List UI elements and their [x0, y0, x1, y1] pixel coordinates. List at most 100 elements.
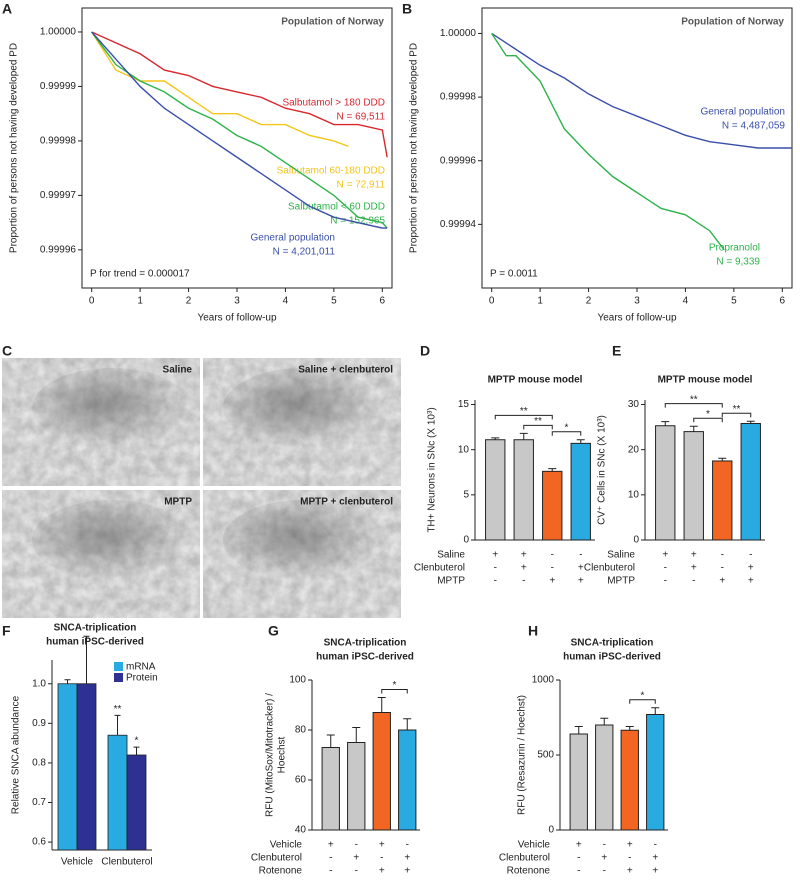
survival-line — [91, 31, 349, 148]
x-tick-label: 1 — [537, 296, 543, 307]
condition-mark: + — [521, 563, 527, 574]
error-bar — [352, 727, 361, 743]
x-tick-label: 5 — [331, 296, 337, 307]
micrograph — [2, 490, 200, 618]
condition-mark: - — [355, 840, 358, 851]
condition-mark: - — [355, 866, 358, 875]
bar — [595, 724, 614, 831]
condition-mark: + — [404, 853, 410, 864]
condition-mark: + — [521, 550, 527, 561]
y-tick-label: 40 — [295, 825, 307, 836]
condition-label: Saline — [607, 550, 635, 561]
significance-bracket — [494, 414, 553, 420]
significance-label: ** — [520, 406, 528, 417]
chart-title: human iPSC-derived — [563, 652, 661, 663]
chart-title: SNCA-triplication — [324, 638, 407, 649]
y-tick-label: 20 — [628, 444, 640, 455]
y-axis-label: Proportion of persons not having develop… — [9, 43, 20, 253]
legend-label: mRNA — [126, 662, 156, 673]
annotation: Population of Norway — [281, 17, 384, 28]
condition-label: Rotenone — [259, 866, 303, 875]
condition-mark: - — [494, 563, 497, 574]
error-bar — [114, 714, 121, 736]
y-tick-label: 1000 — [532, 675, 555, 686]
y-tick-label: 15 — [458, 399, 470, 410]
series-label: Propranolol — [709, 243, 760, 254]
condition-mark: - — [721, 550, 724, 561]
condition-mark: - — [628, 853, 631, 864]
condition-mark: + — [719, 576, 725, 587]
micrograph-region — [223, 500, 383, 580]
condition-mark: + — [662, 550, 668, 561]
condition-mark: + — [492, 550, 498, 561]
condition-mark: - — [692, 576, 695, 587]
y-tick-label: 0 — [633, 535, 639, 546]
bar — [569, 733, 588, 831]
x-axis-label: Years of follow-up — [197, 313, 277, 324]
survival-line — [91, 31, 388, 229]
bar — [76, 683, 97, 851]
series-n-label: N = 4,487,059 — [722, 121, 786, 132]
x-tick-label: Clenbuterol — [101, 857, 152, 868]
significance-label: ** — [114, 704, 122, 715]
x-tick-label: Vehicle — [61, 857, 94, 868]
significance-bracket — [693, 417, 723, 423]
y-tick-label: 500 — [537, 750, 554, 761]
condition-mark: - — [522, 576, 525, 587]
y-tick-label: 0.99997 — [40, 190, 77, 201]
bar — [646, 714, 665, 831]
condition-label: MPTP — [607, 576, 635, 587]
y-tick-label: 10 — [458, 444, 470, 455]
error-bar — [83, 635, 90, 684]
y-axis-label: Hoechst — [277, 736, 288, 773]
significance-bracket — [721, 412, 752, 418]
y-tick-label: 0.99998 — [40, 136, 77, 147]
p-value: P for trend = 0.000017 — [90, 269, 190, 280]
micrograph-region — [223, 368, 383, 448]
condition-mark: - — [654, 840, 657, 851]
panel-letter: B — [402, 1, 412, 17]
y-tick-label: 1.00000 — [440, 28, 477, 39]
condition-mark: - — [577, 853, 580, 864]
error-bar — [661, 421, 670, 426]
bar — [712, 460, 733, 541]
micrograph-label: Saline — [163, 365, 193, 376]
condition-mark: + — [748, 576, 754, 587]
x-axis-label: Years of follow-up — [597, 313, 677, 324]
bar — [513, 439, 534, 541]
series-label: Salbutamol 60-180 DDD — [277, 166, 385, 177]
y-axis-label: CV⁺ Cells in SNc (X 10³) — [597, 415, 608, 525]
micrograph — [203, 490, 401, 618]
y-tick-label: 0 — [548, 825, 554, 836]
error-bar — [576, 439, 585, 444]
y-tick-label: 100 — [289, 675, 306, 686]
series-label: General population — [700, 107, 785, 118]
micrograph-label: MPTP + clenbuterol — [300, 497, 393, 508]
legend-label: Protein — [126, 673, 158, 684]
y-tick-label: 0 — [463, 535, 469, 546]
condition-label: Saline — [437, 550, 465, 561]
series-n-label: N = 72,911 — [337, 180, 386, 191]
error-bar — [689, 425, 698, 432]
x-tick-label: 6 — [780, 296, 786, 307]
y-axis-label: RFU (Resazurin / Hoechst) — [517, 695, 528, 815]
x-tick-label: 4 — [283, 296, 289, 307]
condition-mark: - — [579, 550, 582, 561]
condition-mark: + — [379, 866, 385, 875]
series-n-label: N = 4,201,011 — [273, 247, 336, 258]
panel-letter: C — [2, 343, 12, 359]
y-tick-label: 60 — [295, 775, 307, 786]
micrograph — [2, 358, 200, 486]
condition-mark: - — [577, 866, 580, 875]
condition-mark: - — [603, 840, 606, 851]
x-tick-label: 2 — [186, 296, 192, 307]
significance-bracket — [629, 699, 656, 704]
significance-bracket — [381, 689, 408, 694]
x-tick-label: 2 — [586, 296, 592, 307]
error-bar — [326, 734, 335, 748]
bar — [398, 729, 417, 831]
condition-mark: + — [404, 866, 410, 875]
y-tick-label: 0.99996 — [440, 155, 477, 166]
condition-mark: + — [652, 853, 658, 864]
x-tick-label: 3 — [234, 296, 240, 307]
